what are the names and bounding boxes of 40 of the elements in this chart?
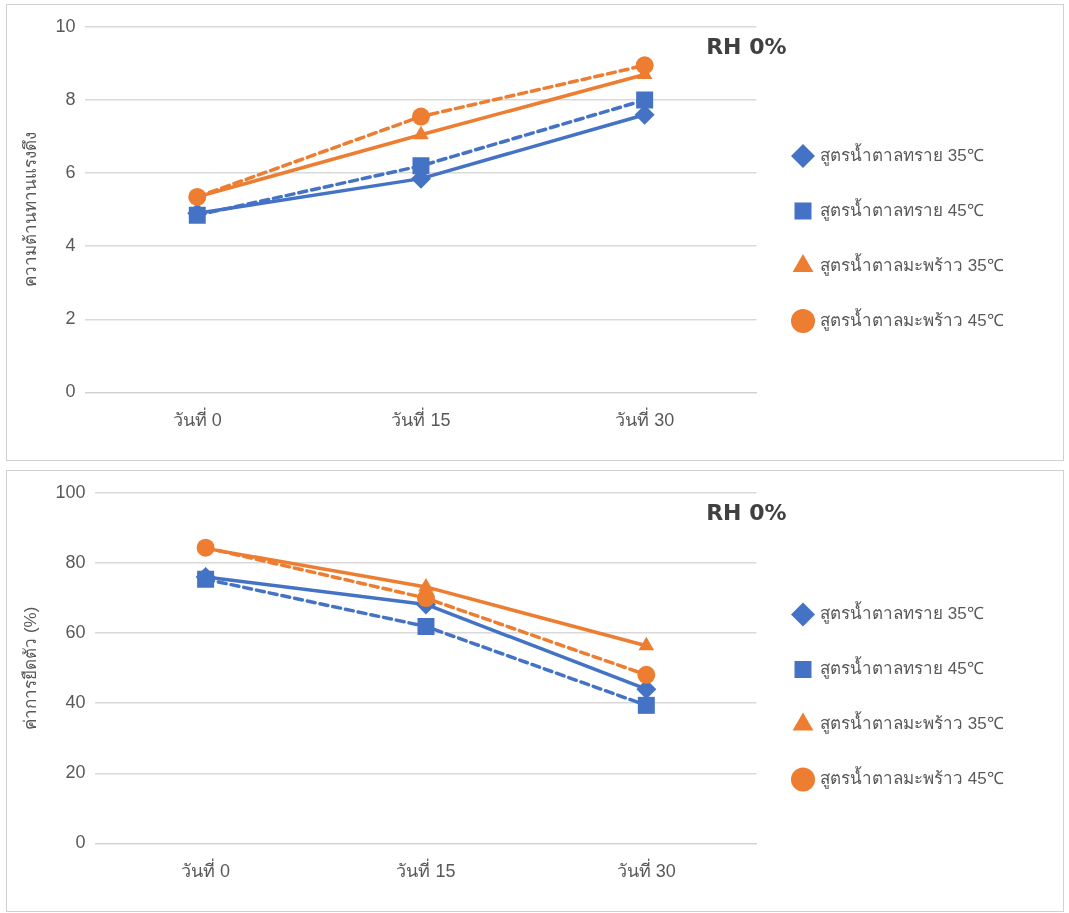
y-tick-label: 40 bbox=[65, 692, 86, 713]
point bbox=[636, 91, 654, 109]
legend-label: สูตรน้ำตาลมะพร้าว 45℃ bbox=[820, 766, 1004, 790]
point bbox=[188, 187, 207, 206]
annotation: RH 0% bbox=[706, 499, 787, 525]
y-tick-label: 20 bbox=[65, 762, 86, 783]
legend-label: สูตรน้ำตาลทราย 35℃ bbox=[820, 601, 984, 625]
legend-label: สูตรน้ำตาลทราย 45℃ bbox=[820, 656, 984, 680]
y-tick-label: 0 bbox=[75, 832, 86, 853]
point bbox=[417, 618, 435, 635]
point bbox=[416, 589, 435, 608]
legend-label: สูตรน้ำตาลทราย 35℃ bbox=[820, 142, 984, 166]
y-tick-label: 4 bbox=[65, 235, 76, 256]
annotation: RH 0% bbox=[706, 33, 787, 59]
y-tick-label: 60 bbox=[65, 622, 86, 643]
x-tick-label: วันที่ 0 bbox=[172, 407, 222, 431]
x-tick-label: วันที่ 30 bbox=[616, 858, 676, 882]
y-tick-label: 2 bbox=[65, 308, 76, 329]
x-tick-label: วันที่ 30 bbox=[615, 407, 675, 431]
y-tick-label: 6 bbox=[65, 162, 76, 183]
point bbox=[411, 107, 430, 126]
point bbox=[412, 157, 430, 175]
y-axis-title: ค่าการยืดตัว (%) bbox=[20, 606, 40, 730]
x-tick-label: วันที่ 0 bbox=[181, 858, 231, 882]
x-tick-label: วันที่ 15 bbox=[396, 858, 456, 882]
point bbox=[637, 696, 655, 714]
y-tick-label: 0 bbox=[65, 381, 76, 402]
y-tick-label: 8 bbox=[65, 89, 76, 110]
y-tick-label: 80 bbox=[65, 552, 86, 573]
legend-label: สูตรน้ำตาลมะพร้าว 35℃ bbox=[820, 711, 1004, 735]
point bbox=[188, 206, 206, 224]
legend-label: สูตรน้ำตาลมะพร้าว 35℃ bbox=[820, 252, 1004, 276]
legend-label: สูตรน้ำตาลทราย 45℃ bbox=[820, 197, 984, 221]
point bbox=[637, 665, 656, 684]
y-tick-label: 100 bbox=[55, 481, 86, 502]
legend-label: สูตรน้ำตาลมะพร้าว 45℃ bbox=[820, 307, 1004, 331]
y-axis-title: ความต้านทานแรงดึง bbox=[20, 132, 40, 288]
y-tick-label: 10 bbox=[55, 15, 76, 36]
point bbox=[196, 538, 215, 557]
x-tick-label: วันที่ 15 bbox=[391, 407, 451, 431]
